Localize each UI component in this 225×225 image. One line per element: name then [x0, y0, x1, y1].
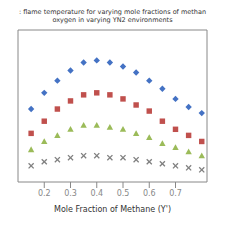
svg-text:Mole Fraction of Methane (Y'): Mole Fraction of Methane (Y')	[54, 205, 171, 214]
svg-text:0.7: 0.7	[169, 189, 182, 198]
html-text:oxygen in varying YN2 environm: oxygen in varying YN2 environments	[52, 16, 173, 25]
svg-text:0.2: 0.2	[38, 189, 51, 198]
svg-text:0.6: 0.6	[143, 189, 156, 198]
html-text:: flame temperature for varyin: : flame temperature for varying mole fra…	[18, 8, 207, 16]
svg-text:0.3: 0.3	[64, 189, 77, 198]
svg-text:0.4: 0.4	[90, 189, 103, 198]
svg-text:0.5: 0.5	[117, 189, 130, 198]
